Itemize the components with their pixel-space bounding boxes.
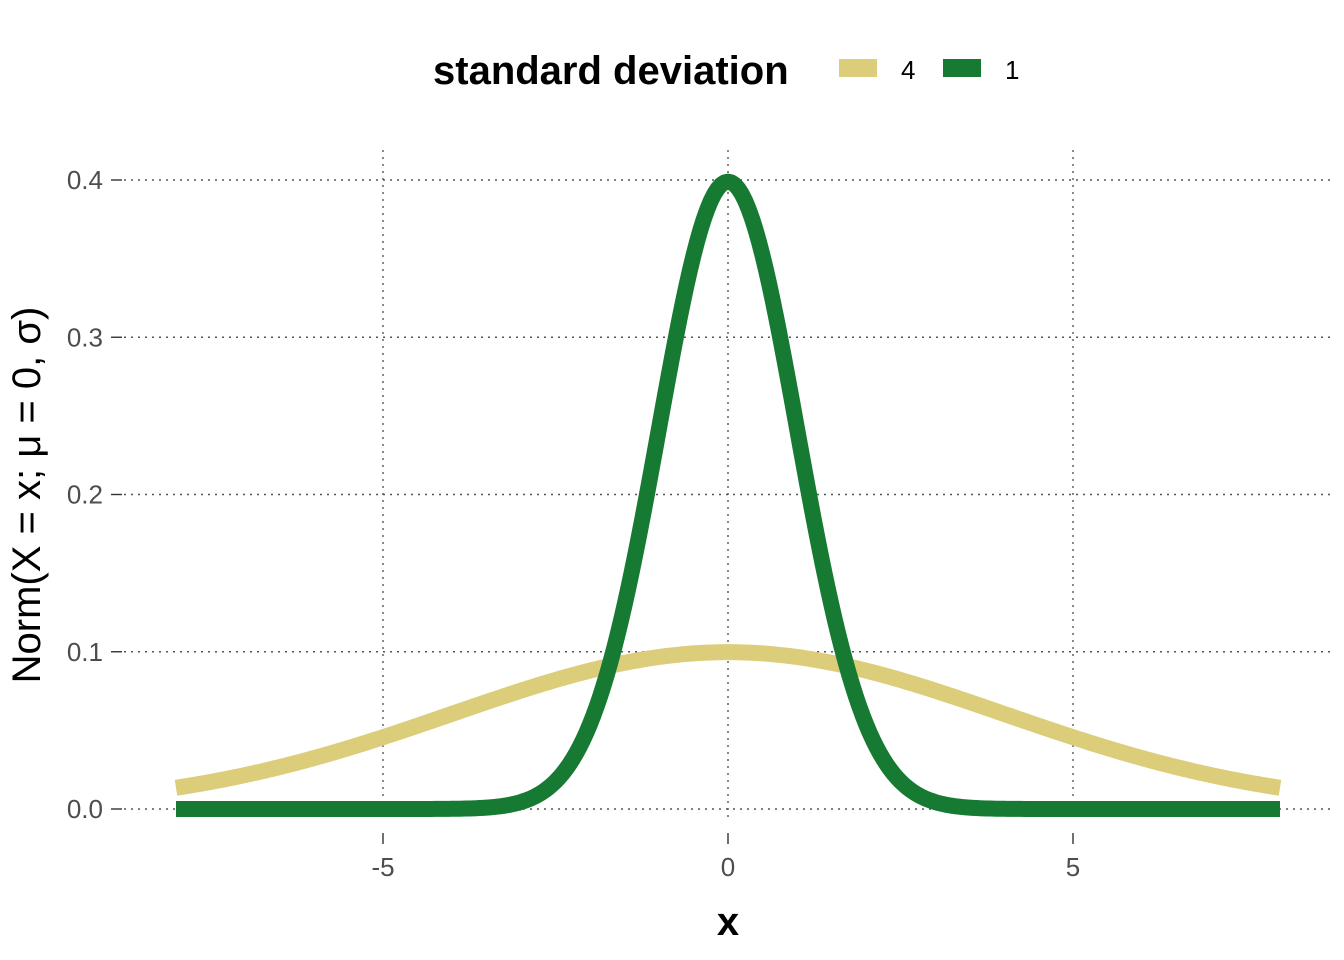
series-line-sd-4 bbox=[171, 644, 1285, 796]
axis-ticks: 0.0 0.1 0.2 0.3 0.4 -5 0 5 bbox=[67, 165, 1080, 882]
legend-key-sd-1 bbox=[943, 59, 981, 77]
x-axis-title: x bbox=[717, 900, 739, 944]
x-tick-label: 5 bbox=[1066, 852, 1080, 882]
legend-label-sd-1: 1 bbox=[1005, 55, 1019, 85]
legend-title: standard deviation bbox=[433, 49, 789, 93]
legend-key-sd-4 bbox=[839, 59, 877, 77]
legend: standard deviation 4 1 bbox=[433, 49, 1019, 93]
y-tick-label: 0.0 bbox=[67, 794, 103, 824]
series-line-sd-1 bbox=[171, 173, 1285, 817]
y-tick-label: 0.2 bbox=[67, 480, 103, 510]
x-tick-label: -5 bbox=[371, 852, 394, 882]
series-lines bbox=[171, 173, 1285, 817]
y-tick-label: 0.4 bbox=[67, 165, 103, 195]
x-tick-label: 0 bbox=[721, 852, 735, 882]
legend-label-sd-4: 4 bbox=[901, 55, 915, 85]
y-tick-label: 0.1 bbox=[67, 637, 103, 667]
y-axis-title: Norm(X = x; μ = 0, σ) bbox=[5, 307, 49, 684]
y-tick-label: 0.3 bbox=[67, 322, 103, 352]
grid-lines bbox=[124, 150, 1330, 820]
